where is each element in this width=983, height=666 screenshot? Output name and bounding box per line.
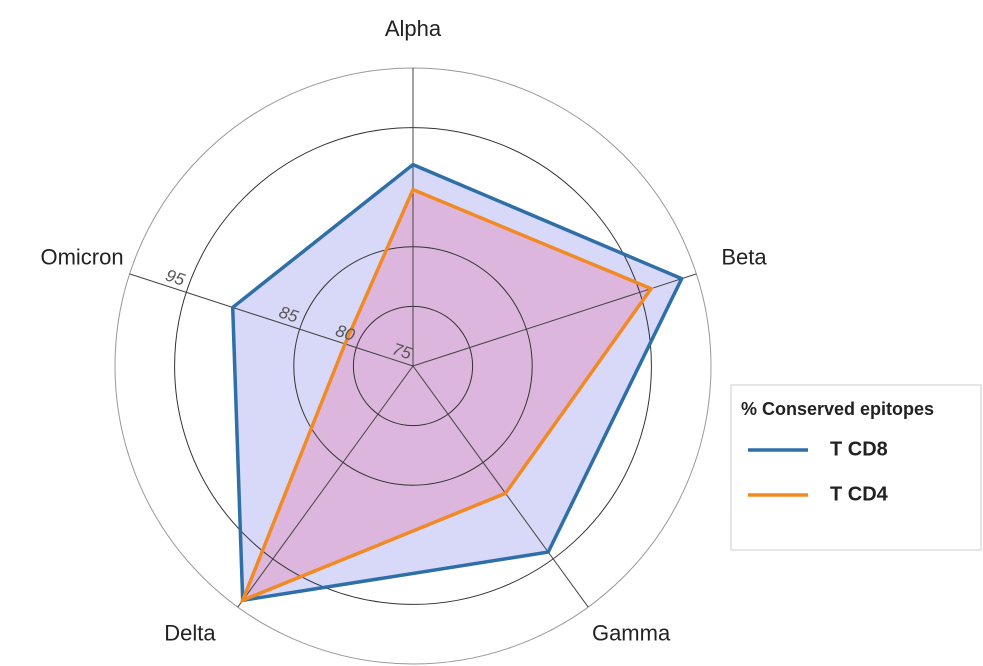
legend-box [730,384,982,551]
category-label: Omicron [40,244,123,269]
series-line [239,187,654,604]
spoke [237,365,414,608]
legend-label: T CD4 [830,483,889,505]
legend-label: T CD8 [830,438,888,460]
spoke [412,365,589,608]
category-label: Delta [164,621,216,646]
series-line [230,162,685,603]
legend-title: % Conserved epitopes [741,399,934,419]
category-label: Beta [721,244,767,269]
category-label: Gamma [592,621,671,646]
category-label: Alpha [385,16,442,41]
spoke [129,273,414,367]
legend: % Conserved epitopes T CD8 T CD4 [730,384,982,551]
series-area [242,189,652,601]
